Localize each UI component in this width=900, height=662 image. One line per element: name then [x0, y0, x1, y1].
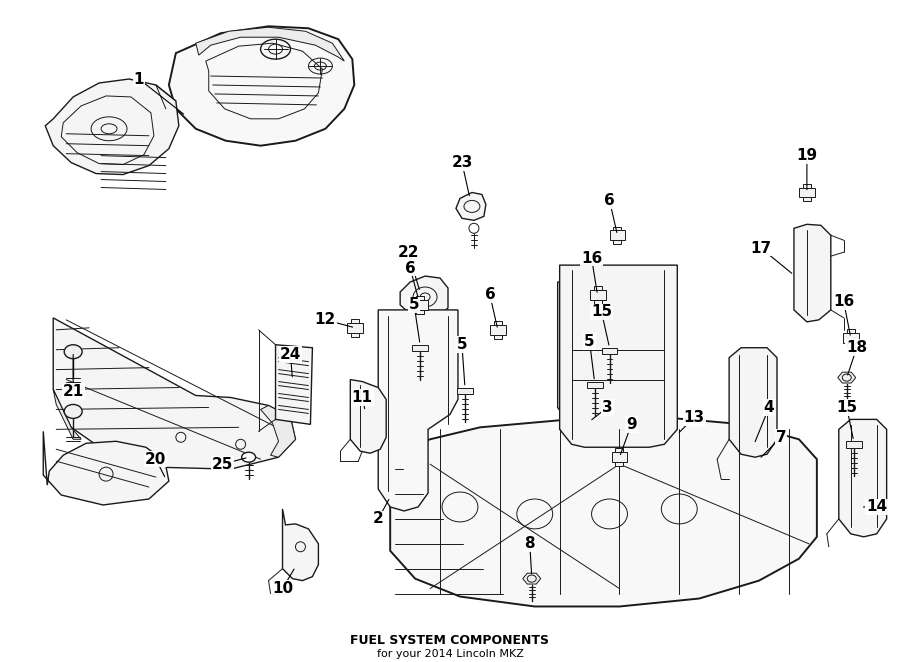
Polygon shape: [590, 290, 606, 300]
Polygon shape: [847, 342, 855, 346]
Polygon shape: [611, 452, 627, 462]
Polygon shape: [457, 387, 472, 394]
Text: 25: 25: [212, 457, 233, 471]
Polygon shape: [729, 348, 777, 457]
Polygon shape: [351, 332, 359, 336]
Text: 8: 8: [525, 536, 535, 551]
Polygon shape: [587, 381, 602, 388]
Text: 5: 5: [409, 297, 419, 312]
Text: 5: 5: [456, 337, 467, 352]
Polygon shape: [558, 282, 639, 428]
Polygon shape: [847, 329, 855, 333]
Text: 6: 6: [405, 261, 416, 275]
Polygon shape: [560, 265, 678, 448]
Text: 16: 16: [833, 295, 854, 309]
Text: 18: 18: [846, 340, 868, 355]
Text: 15: 15: [591, 305, 612, 319]
Ellipse shape: [241, 452, 256, 462]
Polygon shape: [347, 323, 364, 332]
Polygon shape: [523, 573, 541, 584]
Polygon shape: [803, 184, 811, 188]
Polygon shape: [416, 310, 424, 314]
Polygon shape: [53, 389, 81, 440]
Polygon shape: [614, 240, 622, 244]
Text: 4: 4: [764, 400, 774, 415]
Text: 14: 14: [866, 499, 887, 514]
Ellipse shape: [469, 223, 479, 233]
Text: 13: 13: [684, 410, 705, 425]
Text: 2: 2: [373, 512, 383, 526]
Polygon shape: [169, 26, 355, 146]
Polygon shape: [609, 230, 626, 240]
Text: 7: 7: [776, 430, 787, 445]
Text: 1: 1: [134, 71, 144, 87]
Text: 3: 3: [602, 400, 613, 415]
Text: 12: 12: [315, 312, 336, 328]
Text: 5: 5: [584, 334, 595, 350]
Polygon shape: [196, 27, 345, 61]
Ellipse shape: [64, 345, 82, 359]
Polygon shape: [803, 197, 811, 201]
Polygon shape: [839, 420, 886, 537]
Text: 9: 9: [626, 417, 637, 432]
Text: 19: 19: [796, 148, 817, 163]
Text: 15: 15: [836, 400, 858, 415]
Text: 23: 23: [451, 155, 472, 170]
Text: 21: 21: [62, 384, 84, 399]
Polygon shape: [490, 325, 506, 334]
Polygon shape: [494, 321, 502, 325]
Polygon shape: [616, 448, 624, 452]
Polygon shape: [794, 224, 831, 322]
Polygon shape: [494, 334, 502, 338]
Polygon shape: [53, 318, 295, 469]
Polygon shape: [412, 345, 428, 351]
Polygon shape: [616, 462, 624, 466]
Text: 6: 6: [484, 287, 495, 303]
Polygon shape: [799, 188, 815, 197]
Text: 17: 17: [751, 241, 771, 256]
Polygon shape: [283, 509, 319, 581]
Polygon shape: [400, 276, 448, 318]
Polygon shape: [43, 432, 169, 505]
Polygon shape: [45, 79, 179, 175]
Text: 22: 22: [398, 245, 418, 260]
Polygon shape: [350, 379, 386, 453]
Polygon shape: [275, 345, 312, 424]
Polygon shape: [351, 319, 359, 323]
Polygon shape: [412, 300, 428, 310]
Text: for your 2014 Lincoln MKZ: for your 2014 Lincoln MKZ: [376, 649, 524, 659]
Text: 10: 10: [272, 581, 293, 596]
Polygon shape: [416, 296, 424, 300]
Polygon shape: [261, 405, 295, 457]
Polygon shape: [838, 372, 856, 383]
Ellipse shape: [64, 404, 82, 418]
Text: 24: 24: [280, 347, 302, 362]
Polygon shape: [594, 300, 601, 304]
Text: 11: 11: [352, 390, 373, 405]
Polygon shape: [842, 333, 859, 342]
Polygon shape: [601, 348, 617, 354]
Polygon shape: [456, 193, 486, 220]
Polygon shape: [378, 310, 458, 511]
Text: 16: 16: [580, 251, 602, 265]
Text: FUEL SYSTEM COMPONENTS: FUEL SYSTEM COMPONENTS: [350, 634, 550, 647]
Polygon shape: [846, 442, 861, 448]
Polygon shape: [594, 286, 601, 290]
Text: 6: 6: [604, 193, 615, 208]
Polygon shape: [391, 418, 817, 606]
Text: 20: 20: [145, 451, 166, 467]
Polygon shape: [614, 226, 622, 230]
